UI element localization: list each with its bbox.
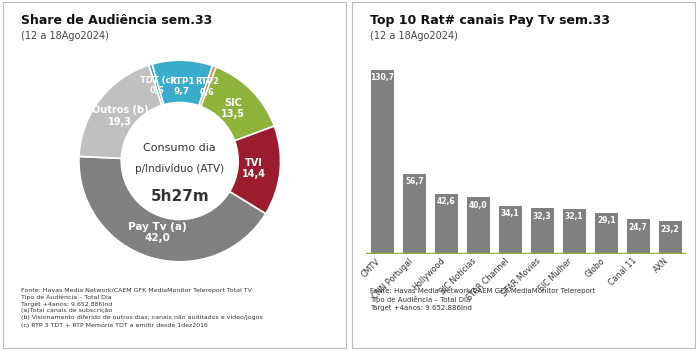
Wedge shape — [79, 65, 162, 158]
Bar — [499, 206, 522, 254]
Text: 5h27m: 5h27m — [150, 189, 209, 204]
Text: Outros (b)
19,3: Outros (b) 19,3 — [92, 105, 149, 127]
Text: 23,2: 23,2 — [661, 225, 679, 233]
Text: p/Indivíduo (ATV): p/Indivíduo (ATV) — [135, 164, 224, 174]
Text: Top 10 Rat# canais Pay Tv sem.33: Top 10 Rat# canais Pay Tv sem.33 — [370, 14, 609, 27]
Text: SIC
13,5: SIC 13,5 — [221, 98, 245, 119]
Wedge shape — [149, 64, 164, 105]
Text: 56,7: 56,7 — [405, 177, 424, 187]
Text: TDT (c)
0,6: TDT (c) 0,6 — [140, 76, 174, 96]
Text: 32,3: 32,3 — [533, 212, 551, 221]
Bar — [371, 70, 394, 254]
Bar — [467, 197, 490, 254]
Wedge shape — [201, 67, 274, 141]
Wedge shape — [199, 66, 216, 106]
Text: 42,6: 42,6 — [437, 197, 456, 206]
Text: 130,7: 130,7 — [371, 74, 394, 82]
Text: RTP1
9,7: RTP1 9,7 — [169, 77, 195, 96]
Text: Fonte: Havas Media Network/CAEM GFK MediaMonitor Telereport
Tipo de Audiência – : Fonte: Havas Media Network/CAEM GFK Medi… — [370, 288, 595, 311]
Text: 24,7: 24,7 — [629, 223, 648, 231]
Text: TVI
14,4: TVI 14,4 — [242, 158, 266, 179]
Text: Fonte: Havas Media Network/CAEM GFK MediaMonitor Telereport Total TV
Tipo de Aud: Fonte: Havas Media Network/CAEM GFK Medi… — [21, 288, 262, 328]
Text: 29,1: 29,1 — [597, 216, 616, 225]
Bar — [435, 194, 458, 254]
Bar — [659, 221, 682, 254]
Bar — [403, 174, 426, 254]
Text: 40,0: 40,0 — [469, 201, 488, 210]
Text: 34,1: 34,1 — [501, 209, 519, 218]
Text: 32,1: 32,1 — [565, 212, 584, 221]
Bar — [627, 219, 650, 254]
Text: (12 a 18Ago2024): (12 a 18Ago2024) — [370, 31, 457, 41]
Bar — [563, 209, 586, 254]
Wedge shape — [230, 126, 281, 214]
Bar — [530, 208, 554, 254]
Wedge shape — [152, 60, 213, 106]
Text: Pay Tv (a)
42,0: Pay Tv (a) 42,0 — [128, 222, 187, 243]
Wedge shape — [79, 156, 266, 262]
Bar — [595, 213, 618, 254]
Text: RTP2
0,6: RTP2 0,6 — [195, 77, 218, 97]
Text: Consumo dia: Consumo dia — [143, 143, 216, 153]
Text: (12 a 18Ago2024): (12 a 18Ago2024) — [21, 31, 108, 41]
Text: Share de Audiência sem.33: Share de Audiência sem.33 — [21, 14, 211, 27]
